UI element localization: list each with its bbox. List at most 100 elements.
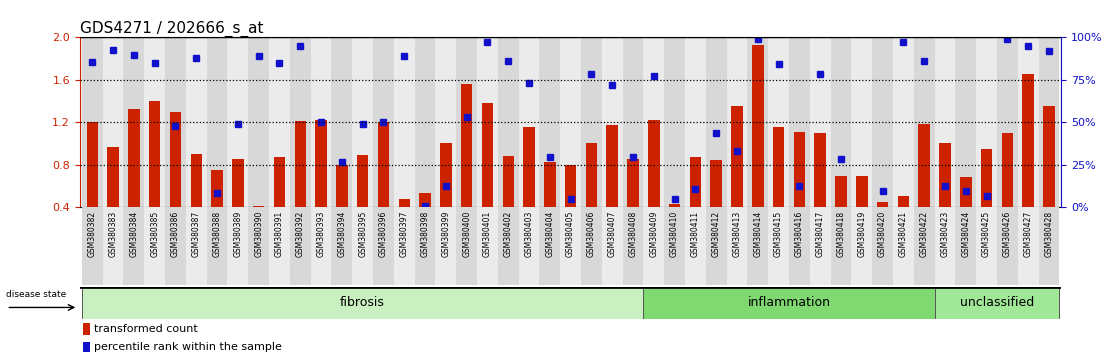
Text: GSM380389: GSM380389 xyxy=(234,211,243,257)
Bar xyxy=(148,101,161,207)
Bar xyxy=(357,155,368,207)
Bar xyxy=(290,37,310,207)
Bar xyxy=(727,207,748,285)
Text: GSM380418: GSM380418 xyxy=(837,211,845,257)
Text: GSM380426: GSM380426 xyxy=(1003,211,1012,257)
Text: GSM380411: GSM380411 xyxy=(691,211,700,257)
Bar xyxy=(581,207,602,285)
Bar xyxy=(940,143,951,207)
Bar xyxy=(893,37,914,207)
Bar xyxy=(82,323,90,335)
Bar xyxy=(82,287,644,319)
Bar xyxy=(248,207,269,285)
Text: GSM380414: GSM380414 xyxy=(753,211,762,257)
Bar xyxy=(123,207,144,285)
Bar xyxy=(648,120,659,207)
Text: GSM380422: GSM380422 xyxy=(920,211,929,257)
Bar xyxy=(207,207,227,285)
Bar xyxy=(602,207,623,285)
Bar xyxy=(269,37,290,207)
Bar xyxy=(976,207,997,285)
Bar xyxy=(1044,106,1055,207)
Bar xyxy=(331,37,352,207)
Bar xyxy=(748,37,768,207)
Bar xyxy=(565,165,576,207)
Text: GDS4271 / 202666_s_at: GDS4271 / 202666_s_at xyxy=(80,21,264,37)
Bar xyxy=(976,37,997,207)
Text: GSM380406: GSM380406 xyxy=(587,211,596,257)
Bar xyxy=(914,207,934,285)
Bar xyxy=(981,149,993,207)
Bar xyxy=(644,37,664,207)
Bar xyxy=(456,207,478,285)
Bar xyxy=(934,37,955,207)
Bar xyxy=(919,124,930,207)
Bar xyxy=(810,37,831,207)
Bar xyxy=(789,207,810,285)
Text: GSM380390: GSM380390 xyxy=(254,211,263,257)
Text: fibrosis: fibrosis xyxy=(340,296,386,309)
Bar xyxy=(123,37,144,207)
Text: GSM380402: GSM380402 xyxy=(504,211,513,257)
Bar xyxy=(378,122,389,207)
Text: GSM380385: GSM380385 xyxy=(151,211,160,257)
Bar xyxy=(232,159,244,207)
Bar xyxy=(727,37,748,207)
Bar xyxy=(1018,207,1038,285)
Bar xyxy=(274,157,285,207)
Bar xyxy=(435,207,456,285)
Bar xyxy=(810,207,831,285)
Bar xyxy=(497,37,519,207)
Bar xyxy=(253,206,265,207)
Bar xyxy=(461,84,472,207)
Text: GSM380408: GSM380408 xyxy=(628,211,637,257)
Bar xyxy=(107,147,119,207)
Bar xyxy=(773,127,784,207)
Bar xyxy=(872,207,893,285)
Bar xyxy=(814,133,825,207)
Bar xyxy=(544,162,555,207)
Bar xyxy=(706,37,727,207)
Text: GSM380400: GSM380400 xyxy=(462,211,471,257)
Bar xyxy=(316,120,327,207)
Text: GSM380394: GSM380394 xyxy=(337,211,347,257)
Bar xyxy=(955,207,976,285)
Bar xyxy=(831,37,851,207)
Bar xyxy=(414,207,435,285)
Text: GSM380417: GSM380417 xyxy=(815,211,824,257)
Bar xyxy=(955,37,976,207)
Bar xyxy=(606,125,618,207)
Bar xyxy=(561,207,581,285)
Text: GSM380409: GSM380409 xyxy=(649,211,658,257)
Bar xyxy=(144,207,165,285)
Bar xyxy=(960,177,972,207)
Bar xyxy=(627,159,638,207)
Bar xyxy=(934,287,1059,319)
Bar xyxy=(789,37,810,207)
Bar xyxy=(227,207,248,285)
Bar xyxy=(248,37,269,207)
Text: GSM380428: GSM380428 xyxy=(1045,211,1054,257)
Text: inflammation: inflammation xyxy=(748,296,831,309)
Bar xyxy=(519,37,540,207)
Bar xyxy=(393,207,414,285)
Bar xyxy=(664,37,685,207)
Bar xyxy=(540,207,561,285)
Bar xyxy=(503,156,514,207)
Text: GSM380382: GSM380382 xyxy=(88,211,96,257)
Bar xyxy=(170,112,182,207)
Bar xyxy=(373,37,393,207)
Bar xyxy=(523,127,535,207)
Bar xyxy=(478,37,497,207)
Bar xyxy=(602,37,623,207)
Text: GSM380383: GSM380383 xyxy=(109,211,117,257)
Bar xyxy=(497,207,519,285)
Bar xyxy=(793,132,806,207)
Bar xyxy=(856,176,868,207)
Text: GSM380416: GSM380416 xyxy=(794,211,804,257)
Text: disease state: disease state xyxy=(7,290,66,299)
Bar xyxy=(82,342,90,352)
Bar xyxy=(540,37,561,207)
Text: GSM380397: GSM380397 xyxy=(400,211,409,257)
Bar xyxy=(831,207,851,285)
